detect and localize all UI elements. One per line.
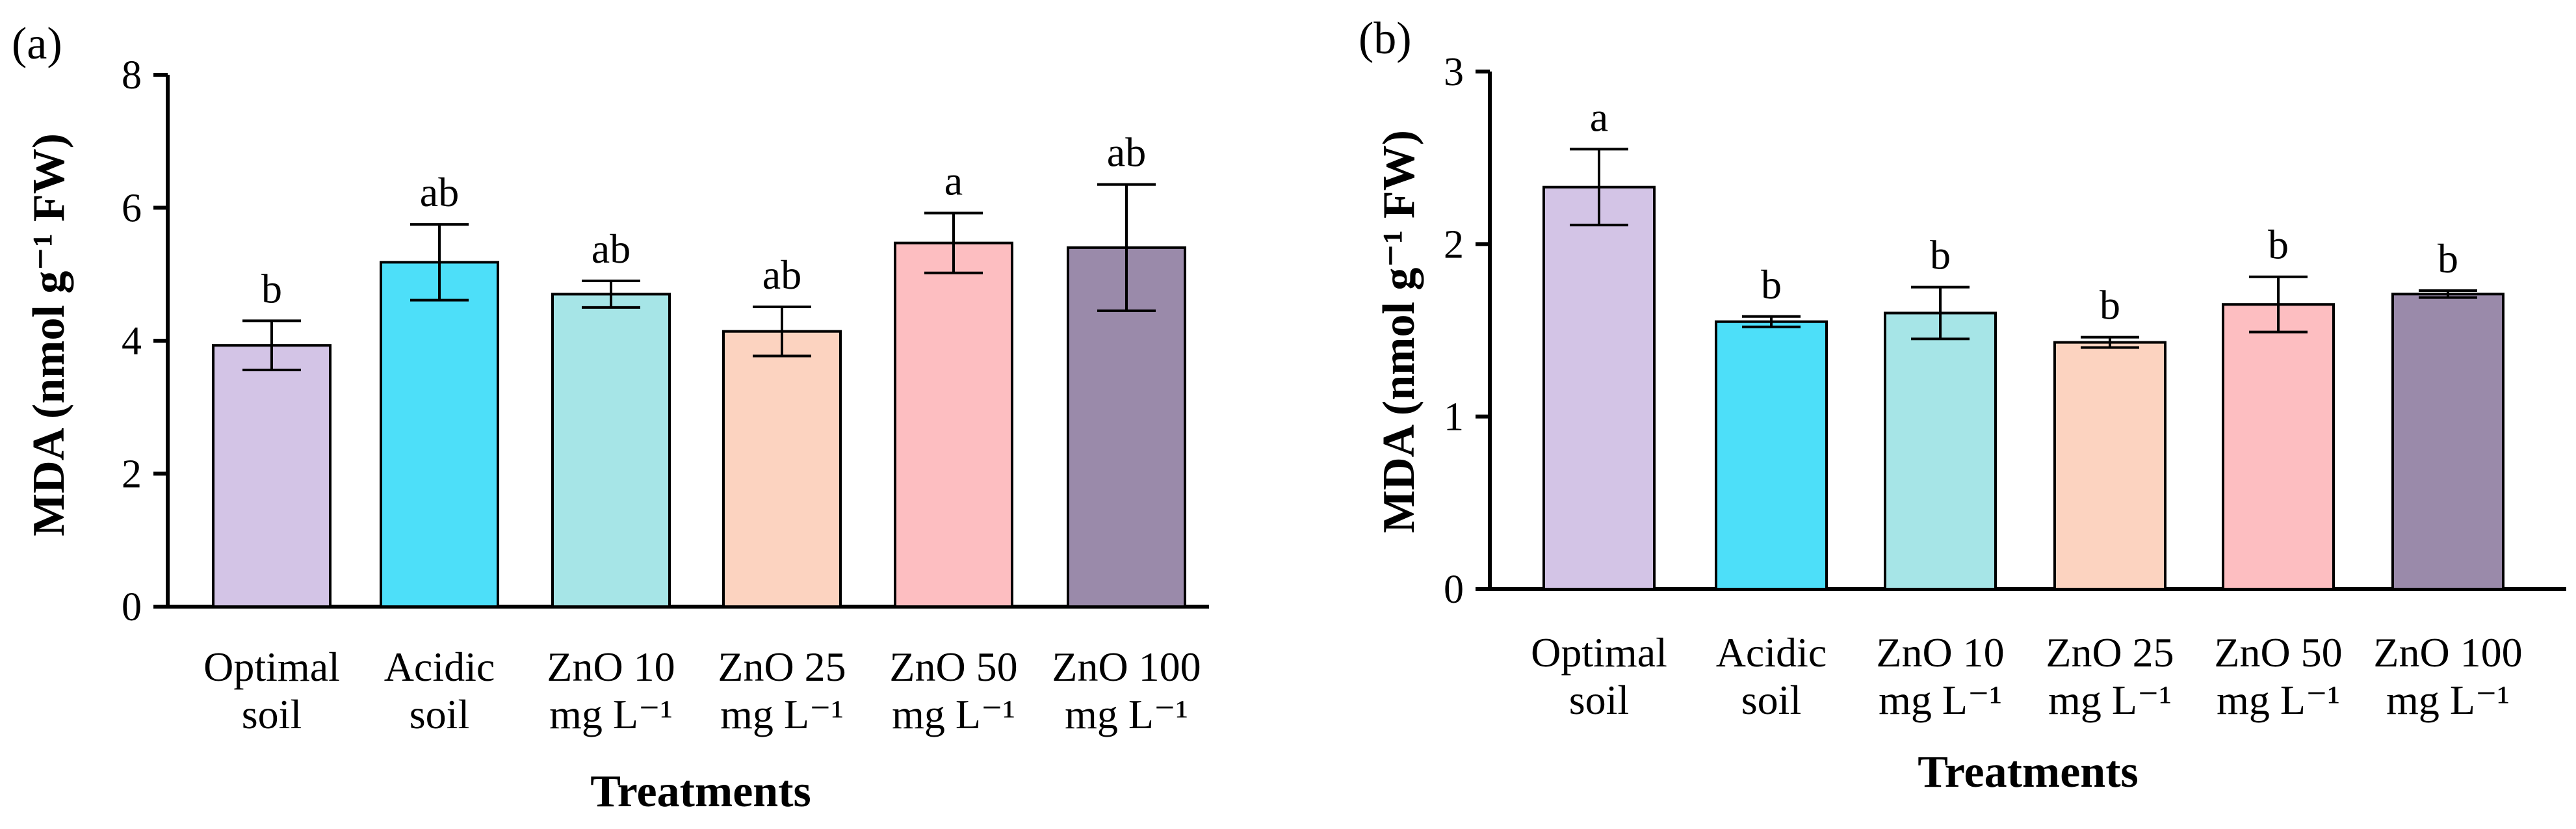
panel-b-y-tick-label: 0 [1444, 568, 1464, 612]
panel-b-significance-letters: a b b b b b [1590, 94, 2458, 328]
panel-b-error-bar [1742, 315, 1801, 328]
panel-a-category-label-line2: mg L⁻¹ [720, 691, 844, 737]
panel-a-bar [380, 261, 499, 609]
panel-a-significance-letter: ab [762, 252, 801, 298]
panel-b-error-bar [2419, 289, 2477, 299]
panel-a-significance-letter: ab [420, 169, 459, 215]
panel-b-x-axis-title: Treatments [1918, 747, 2139, 797]
panel-a-category-label-line2: soil [242, 691, 302, 737]
panel-b-error-bar [1911, 285, 1970, 341]
panel-b-category-label-line1: ZnO 50 [2214, 629, 2342, 676]
panel-b-significance-letter: b [2438, 235, 2458, 282]
panel-a-error-bar [410, 223, 469, 302]
panel-a-error-bar [924, 211, 983, 274]
panel-b-error-bar [1570, 148, 1628, 227]
panel-a-significance-letter: ab [1107, 129, 1146, 176]
panel-b-category-label-line2: soil [1741, 677, 1801, 723]
panel-b-category-label-line1: Acidic [1716, 629, 1827, 676]
panel-a-error-bars [242, 183, 1156, 371]
panel-b-y-ticks: 0 1 2 3 [1444, 50, 1490, 612]
panel-b-bars [1542, 185, 2504, 591]
panel-b-bar [1542, 185, 1656, 591]
panel-a-significance-letters: b ab ab ab a ab [261, 129, 1146, 312]
panel-a-bar [894, 241, 1013, 608]
panel-a-category-label-line2: mg L⁻¹ [1065, 691, 1188, 737]
panel-b-error-bar [2081, 336, 2139, 349]
panel-a-error-bar [582, 279, 640, 309]
panel-b-label: (b) [1359, 14, 1412, 64]
panel-b-y-tick-label: 2 [1444, 222, 1464, 267]
panel-a-category-label-line2: mg L⁻¹ [549, 691, 673, 737]
panel-b-category-label-line2: soil [1569, 677, 1629, 723]
panel-a-category-label-line2: soil [410, 691, 469, 737]
panel-b-bar [2222, 303, 2335, 590]
panel-b-category-label-line1: ZnO 25 [2046, 629, 2174, 676]
panel-a-y-axis-title: MDA (nmol g⁻¹ FW) [24, 133, 74, 536]
panel-b-bar [2391, 293, 2504, 590]
panel-b-bar [1884, 311, 1997, 590]
panel-b-bar [2053, 341, 2166, 590]
panel-a-y-tick-label: 2 [122, 453, 142, 497]
panel-a-significance-letter: b [261, 265, 282, 311]
panel-a-error-bar [1097, 183, 1156, 312]
panel-a-category-label-line1: ZnO 50 [889, 644, 1017, 690]
panel-a-y-tick-label: 6 [122, 187, 142, 231]
panel-a-y-ticks: 0 2 4 6 8 [122, 53, 168, 629]
panel-b-category-label-line2: mg L⁻¹ [2217, 677, 2340, 723]
panel-b-bar [1715, 320, 1828, 590]
panel-b-y-axis-title: MDA (nmol g⁻¹ FW) [1374, 130, 1424, 533]
panel-a-y-tick-label: 8 [122, 53, 142, 98]
panel-b: (b) MDA (nmol g⁻¹ FW) 0 1 2 3 a b b b b b Optima… [1359, 14, 2566, 797]
panel-b-significance-letter: b [1930, 232, 1951, 278]
panel-a-significance-letter: a [944, 158, 963, 204]
panel-a: (a) MDA (nmol g⁻¹ FW) 0 2 4 6 8 b ab ab ab a ab O… [12, 19, 1209, 817]
panel-a-category-label-line2: mg L⁻¹ [892, 691, 1015, 737]
panel-a-bar [722, 330, 842, 608]
panel-b-category-label-line2: mg L⁻¹ [1879, 677, 2002, 723]
panel-a-bar [551, 293, 671, 608]
panel-a-category-label-line1: ZnO 25 [718, 644, 846, 690]
panel-b-error-bar [2249, 275, 2308, 334]
panel-a-y-tick-label: 0 [122, 585, 142, 629]
panel-b-significance-letter: b [1761, 261, 1782, 308]
panel-a-bars [212, 241, 1186, 609]
panel-b-category-label-line2: mg L⁻¹ [2386, 677, 2510, 723]
panel-a-category-label-line1: ZnO 10 [547, 644, 675, 690]
panel-b-y-tick-label: 3 [1444, 50, 1464, 94]
panel-a-label: (a) [12, 19, 62, 69]
panel-b-category-label-line2: mg L⁻¹ [2048, 677, 2172, 723]
panel-a-category-label-line1: Acidic [384, 644, 495, 690]
panel-b-category-label-line1: Optimal [1531, 629, 1667, 676]
panel-a-x-axis-title: Treatments [590, 767, 811, 817]
panel-b-error-bars [1570, 148, 2477, 349]
panel-a-error-bar [753, 305, 811, 358]
panel-a-category-label-line1: Optimal [203, 644, 340, 690]
panel-a-bar [212, 344, 332, 608]
panel-a-error-bar [242, 319, 301, 371]
panel-a-significance-letter: ab [592, 226, 631, 272]
panel-a-y-tick-label: 4 [122, 319, 142, 363]
panel-b-significance-letter: b [2268, 222, 2289, 268]
panel-b-category-label-line1: ZnO 10 [1876, 629, 2004, 676]
panel-b-significance-letter: a [1590, 94, 1608, 140]
panel-b-y-tick-label: 1 [1444, 395, 1464, 440]
panel-a-category-label-line1: ZnO 100 [1052, 644, 1201, 690]
panel-b-significance-letter: b [2100, 282, 2120, 328]
panel-b-category-label-line1: ZnO 100 [2373, 629, 2522, 676]
